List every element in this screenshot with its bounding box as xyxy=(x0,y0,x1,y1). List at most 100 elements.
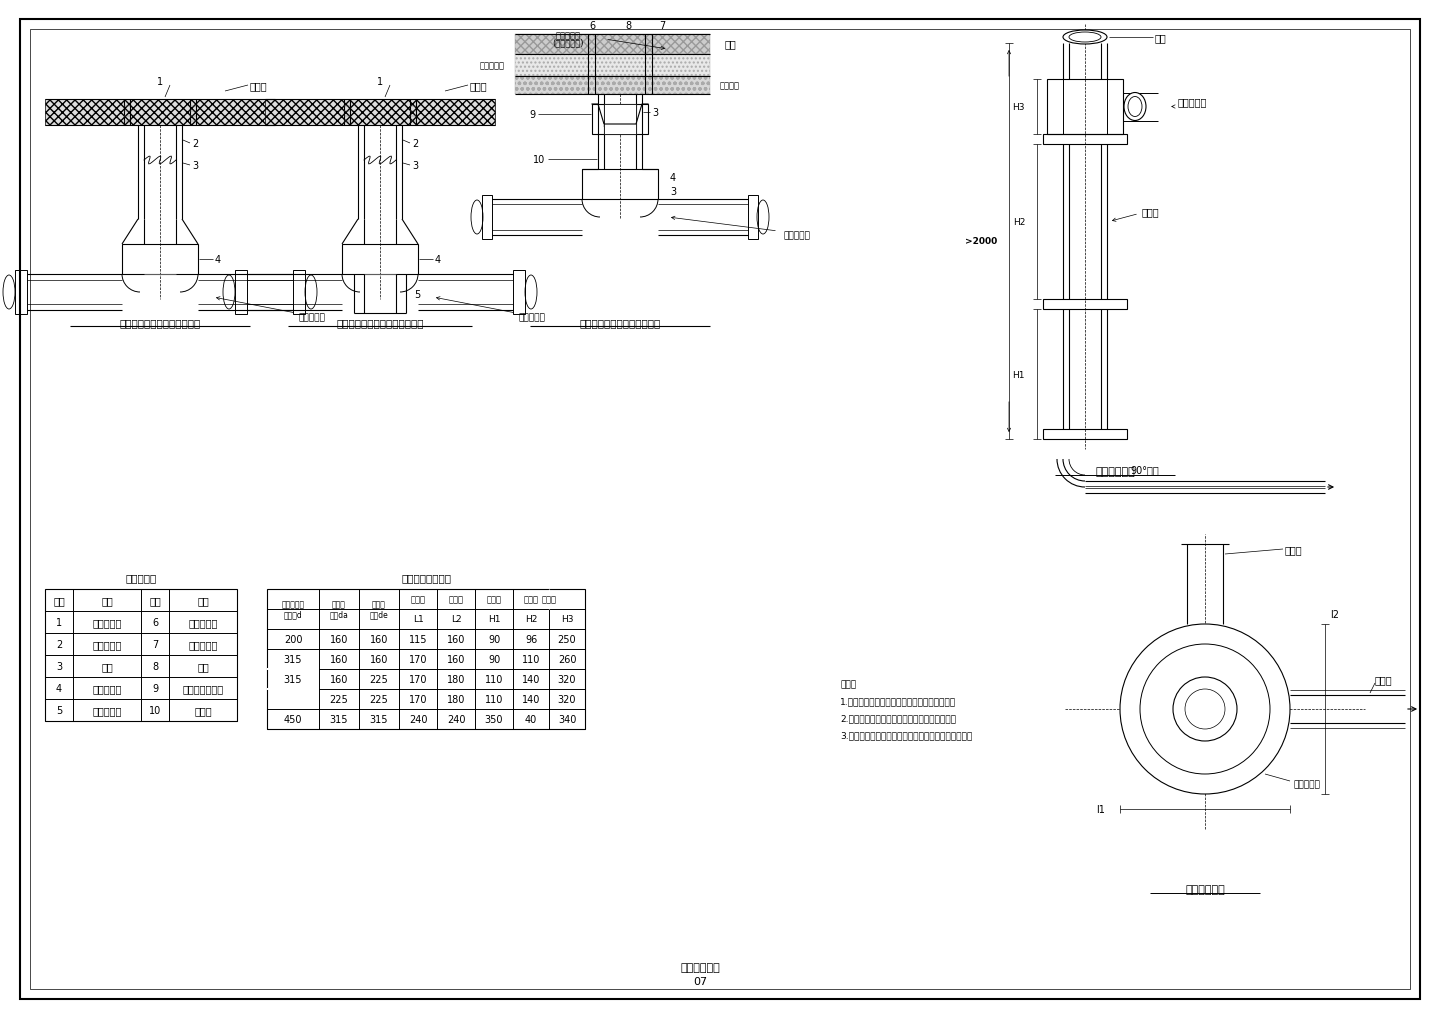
Text: 5: 5 xyxy=(56,705,62,715)
Text: L1: L1 xyxy=(413,614,423,624)
Text: 350: 350 xyxy=(485,714,503,725)
Text: 160: 160 xyxy=(446,654,465,664)
Text: 跌水井平面图: 跌水井平面图 xyxy=(1185,884,1225,894)
Text: 225: 225 xyxy=(370,675,389,685)
Text: 90: 90 xyxy=(488,654,500,664)
Text: 3: 3 xyxy=(412,161,418,171)
Bar xyxy=(265,100,495,126)
Text: 井座连接井
筒外径d: 井座连接井 筒外径d xyxy=(281,600,305,620)
Text: 序号: 序号 xyxy=(150,595,161,605)
Text: 内盖: 内盖 xyxy=(197,661,209,672)
Text: 井筒高: 井筒高 xyxy=(524,595,539,604)
Text: 160: 160 xyxy=(370,635,389,644)
Text: 170: 170 xyxy=(409,654,428,664)
Text: 7: 7 xyxy=(151,639,158,649)
Text: 2: 2 xyxy=(412,139,418,149)
Text: 非防护井盖检查井（有流槽）: 非防护井盖检查井（有流槽） xyxy=(120,318,200,328)
Text: 埋地排水管: 埋地排水管 xyxy=(518,313,544,322)
Text: 180: 180 xyxy=(446,675,465,685)
Text: H3: H3 xyxy=(560,614,573,624)
Ellipse shape xyxy=(1063,31,1107,45)
Text: 1: 1 xyxy=(56,618,62,628)
Circle shape xyxy=(1174,678,1237,741)
Text: 315: 315 xyxy=(284,654,302,664)
Text: 320: 320 xyxy=(557,694,576,704)
Bar xyxy=(1043,430,1128,439)
Text: 115: 115 xyxy=(409,635,428,644)
Bar xyxy=(45,100,275,126)
Text: 非道路: 非道路 xyxy=(469,81,488,91)
Text: 160: 160 xyxy=(330,635,348,644)
Bar xyxy=(1043,300,1128,310)
Text: 有防护井盖: 有防护井盖 xyxy=(189,618,217,628)
Bar xyxy=(266,668,320,669)
Text: 井筒: 井筒 xyxy=(101,661,112,672)
Ellipse shape xyxy=(1068,33,1102,43)
Text: 3: 3 xyxy=(670,186,677,197)
Text: 弯头高: 弯头高 xyxy=(487,595,501,604)
Text: 有防护井座: 有防护井座 xyxy=(189,639,217,649)
Text: 96: 96 xyxy=(524,635,537,644)
Ellipse shape xyxy=(1125,94,1146,121)
Bar xyxy=(603,105,636,135)
Text: 250: 250 xyxy=(557,635,576,644)
Text: 110: 110 xyxy=(485,675,503,685)
Text: 1: 1 xyxy=(157,76,163,87)
Bar xyxy=(592,105,648,135)
Text: 3.当井筒高度允许时，井筒连接管配件也可多段设置。: 3.当井筒高度允许时，井筒连接管配件也可多段设置。 xyxy=(840,731,972,740)
Text: 9: 9 xyxy=(528,110,536,120)
Text: 非道路: 非道路 xyxy=(251,81,268,91)
Bar xyxy=(14,271,27,315)
Text: 汇入管: 汇入管 xyxy=(1284,544,1303,554)
Text: 说明：: 说明： xyxy=(840,680,857,689)
Text: 3: 3 xyxy=(192,161,199,171)
Text: 井筒: 井筒 xyxy=(1155,33,1166,43)
Text: l1: l1 xyxy=(1096,804,1104,814)
Text: 流出管: 流出管 xyxy=(1142,207,1159,217)
Bar xyxy=(1043,135,1128,145)
Bar xyxy=(122,245,199,275)
Text: 埋地排水管: 埋地排水管 xyxy=(298,313,325,322)
Text: 非防护井盖检查井（有沉泥室）: 非防护井盖检查井（有沉泥室） xyxy=(337,318,423,328)
Text: 5: 5 xyxy=(415,289,420,300)
Bar xyxy=(513,271,526,315)
Ellipse shape xyxy=(1128,98,1142,117)
Text: 井座长: 井座长 xyxy=(410,595,425,604)
Text: 4: 4 xyxy=(56,684,62,693)
Text: 225: 225 xyxy=(330,694,348,704)
Text: 240: 240 xyxy=(446,714,465,725)
Text: 流出管
管径de: 流出管 管径de xyxy=(370,600,389,620)
Text: (或铸铁井圈): (或铸铁井圈) xyxy=(553,39,583,48)
Text: 315: 315 xyxy=(370,714,389,725)
Bar xyxy=(516,35,710,55)
Text: l2: l2 xyxy=(1331,609,1339,620)
Text: 1.非防护井盖检查井也可配置井筒连接管配件。: 1.非防护井盖检查井也可配置井筒连接管配件。 xyxy=(840,697,956,706)
Text: 9: 9 xyxy=(153,684,158,693)
Bar xyxy=(343,245,418,275)
Text: 160: 160 xyxy=(446,635,465,644)
Text: 240: 240 xyxy=(409,714,428,725)
Text: 1: 1 xyxy=(377,76,383,87)
Text: 8: 8 xyxy=(153,661,158,672)
Text: 6: 6 xyxy=(589,21,595,31)
Text: 07: 07 xyxy=(693,976,707,986)
Text: 非防护井盖: 非防护井盖 xyxy=(92,618,122,628)
Text: 名称: 名称 xyxy=(197,595,209,605)
Text: 90: 90 xyxy=(488,635,500,644)
Text: >2000: >2000 xyxy=(965,237,996,247)
Text: 170: 170 xyxy=(409,694,428,704)
Bar xyxy=(482,196,492,239)
Text: 护套管: 护套管 xyxy=(194,705,212,715)
Text: 110: 110 xyxy=(521,654,540,664)
Text: 道路: 道路 xyxy=(724,39,737,49)
Text: 315: 315 xyxy=(284,675,302,685)
Bar xyxy=(582,170,658,200)
Text: 跌水井主要尺寸表: 跌水井主要尺寸表 xyxy=(400,573,451,583)
Bar xyxy=(266,589,585,730)
Text: 160: 160 xyxy=(330,654,348,664)
Text: 4: 4 xyxy=(215,255,222,265)
Text: 40: 40 xyxy=(524,714,537,725)
Text: 160: 160 xyxy=(370,654,389,664)
Circle shape xyxy=(1140,644,1270,774)
Text: 跌水井井座: 跌水井井座 xyxy=(1293,780,1320,789)
